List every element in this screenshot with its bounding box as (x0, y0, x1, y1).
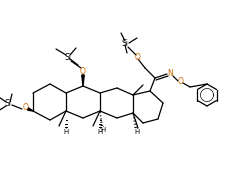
Polygon shape (28, 108, 33, 111)
Text: Ḣ: Ḣ (97, 129, 103, 135)
Text: Ḣ: Ḣ (63, 129, 69, 135)
Polygon shape (82, 75, 84, 86)
Text: O: O (178, 77, 184, 85)
Text: O: O (80, 66, 86, 75)
Text: N: N (167, 70, 173, 79)
Text: Si: Si (65, 52, 72, 62)
Text: O: O (135, 52, 141, 62)
Text: Ḣ: Ḣ (100, 127, 106, 133)
Text: O: O (23, 104, 29, 113)
Text: Si: Si (121, 39, 128, 47)
Text: Si: Si (5, 100, 12, 108)
Text: Ḣ: Ḣ (134, 129, 140, 135)
